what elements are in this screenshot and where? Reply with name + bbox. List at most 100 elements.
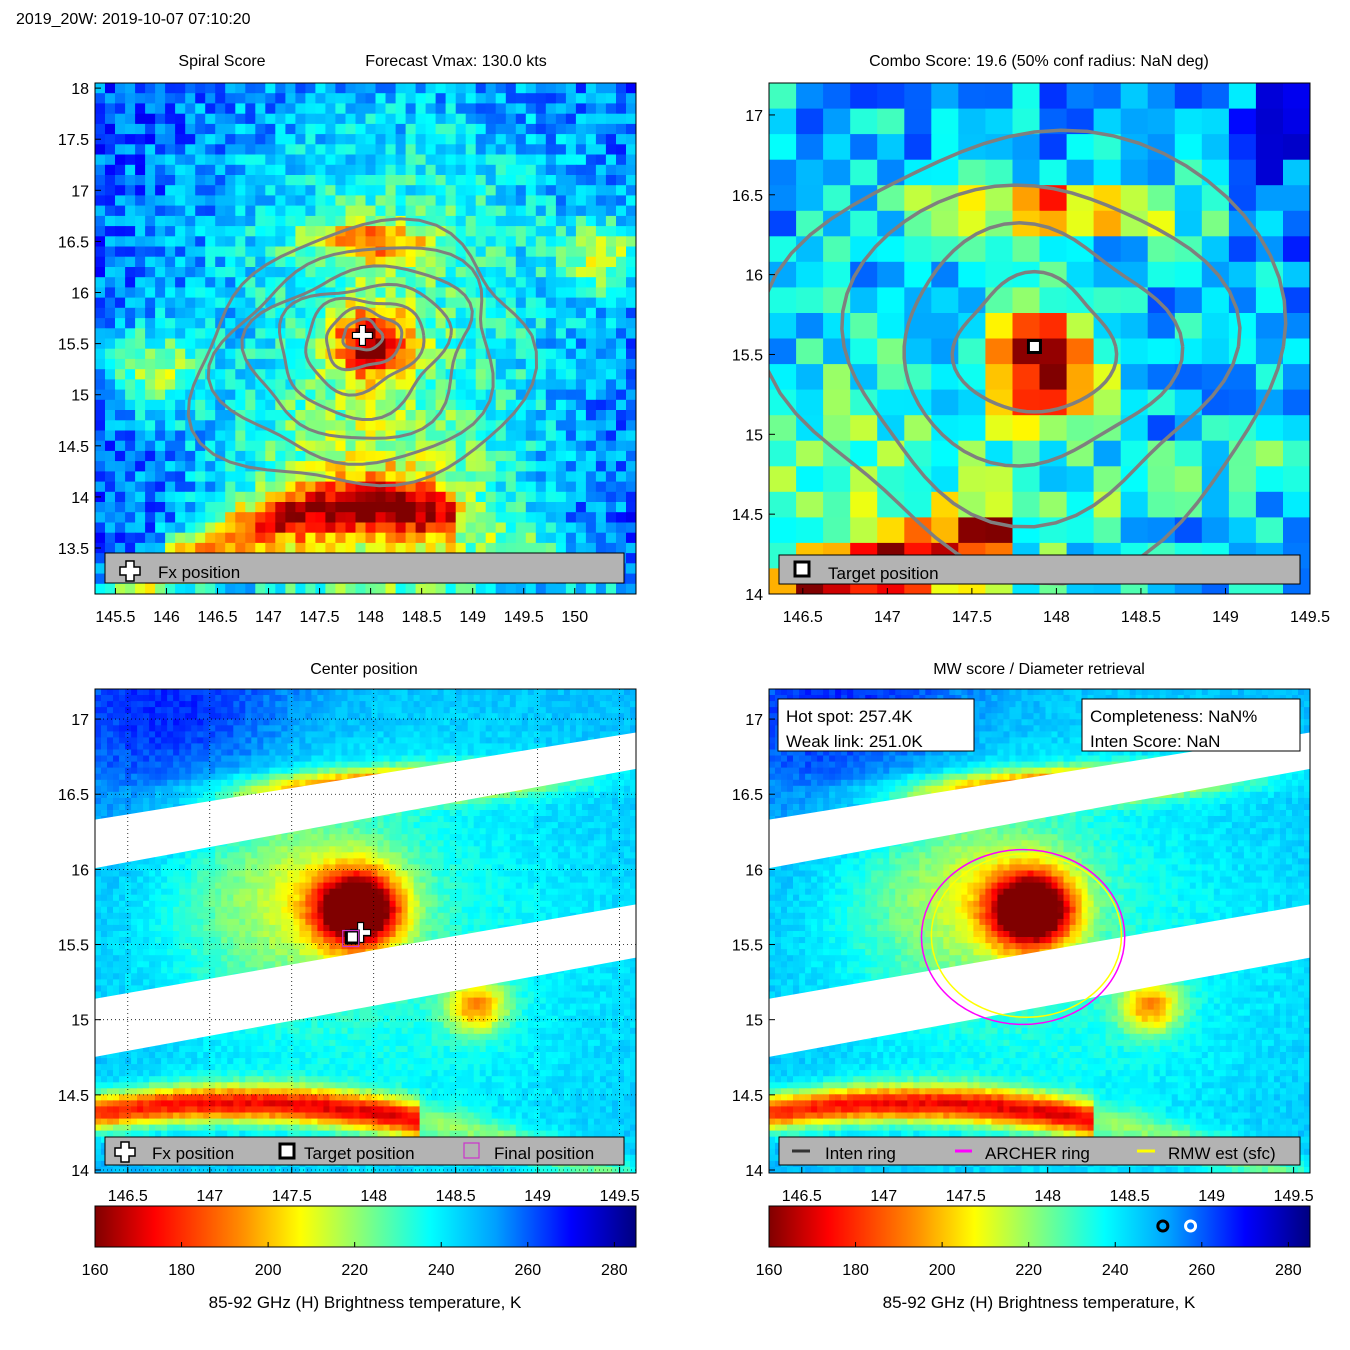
heatmap-cell: [626, 297, 636, 309]
tb-cell: [155, 737, 162, 744]
tb-cell: [467, 731, 475, 738]
heatmap-cell: [555, 348, 567, 360]
heatmap-cell: [355, 144, 367, 156]
heatmap-cell: [215, 134, 226, 145]
heatmap-cell: [796, 364, 824, 391]
heatmap-cell: [405, 522, 417, 534]
tb-cell: [503, 695, 511, 702]
heatmap-cell: [375, 277, 387, 288]
tb-cell: [353, 731, 360, 738]
heatmap-cell: [235, 205, 246, 217]
tb-cell: [317, 725, 324, 732]
heatmap-cell: [485, 410, 497, 421]
heatmap-cell: [545, 532, 557, 544]
heatmap-cell: [545, 277, 557, 288]
heatmap-cell: [595, 512, 607, 523]
heatmap-cell: [125, 318, 136, 329]
contour-line: [324, 305, 404, 372]
heatmap-cell: [265, 522, 276, 534]
tb-cell: [461, 743, 469, 750]
tb-cell: [329, 695, 336, 702]
heatmap-cell: [535, 369, 547, 380]
heatmap-cell: [585, 379, 597, 391]
heatmap-cell: [616, 215, 627, 227]
heatmap-cell: [495, 389, 507, 401]
tb-cell: [197, 797, 204, 805]
heatmap-cell: [215, 389, 226, 401]
heatmap-cell: [565, 491, 577, 503]
heatmap-cell: [985, 491, 1014, 518]
heatmap-cell: [555, 512, 567, 523]
heatmap-cell: [405, 277, 417, 288]
heatmap-cell: [105, 205, 116, 217]
heatmap-cell: [575, 83, 587, 94]
spiral-markers: [351, 324, 374, 347]
tb-cell: [101, 767, 108, 775]
heatmap-cell: [1093, 185, 1122, 212]
heatmap-cell: [385, 379, 397, 391]
heatmap-cell: [225, 154, 236, 166]
heatmap-cell: [145, 287, 156, 299]
tb-cell: [455, 725, 463, 732]
tb-cell: [575, 719, 583, 726]
heatmap-cell: [185, 134, 196, 145]
combo-markers: [1026, 338, 1042, 354]
tb-cell: [113, 713, 120, 720]
heatmap-cell: [245, 369, 256, 380]
heatmap-cell: [515, 113, 527, 125]
heatmap-cell: [605, 93, 617, 104]
tb-cell: [161, 743, 168, 750]
tb-cell: [113, 749, 120, 756]
tb-cell: [281, 731, 288, 738]
tb-cell: [305, 737, 312, 744]
tb-cell: [329, 743, 336, 750]
heatmap-cell: [115, 297, 126, 309]
heatmap-cell: [475, 164, 487, 176]
heatmap-cell: [585, 134, 597, 145]
heatmap-cell: [255, 583, 266, 594]
tb-cell: [618, 701, 625, 708]
heatmap-cell: [375, 175, 387, 186]
heatmap-cell: [365, 522, 377, 534]
tb-cell: [161, 761, 168, 769]
tb-cell: [365, 719, 372, 726]
y-tick-label: 15: [745, 427, 763, 444]
tb-cell: [311, 707, 318, 714]
tb-cell: [167, 743, 174, 750]
heatmap-cell: [405, 185, 417, 196]
tb-cell: [125, 707, 132, 714]
heatmap-cell: [545, 440, 557, 452]
tb-cell: [311, 719, 318, 726]
tb-cell: [479, 725, 487, 732]
tb-cell: [587, 689, 595, 696]
heatmap-cell: [165, 164, 176, 176]
heatmap-cell: [465, 491, 477, 503]
heatmap-cell: [125, 103, 136, 115]
heatmap-cell: [465, 461, 477, 472]
heatmap-cell: [135, 267, 146, 278]
heatmap-cell: [958, 287, 986, 314]
tb-cell: [131, 743, 138, 750]
tb-cell: [407, 707, 415, 714]
heatmap-cell: [1066, 261, 1095, 288]
tb-cell: [587, 779, 595, 787]
heatmap-cell: [305, 246, 316, 258]
tb-cell: [365, 761, 372, 769]
heatmap-cell: [495, 410, 507, 421]
heatmap-cell: [850, 210, 878, 237]
tb-cell: [341, 773, 348, 781]
tb-cell: [467, 701, 475, 708]
heatmap-cell: [145, 369, 156, 380]
tb-cell: [239, 767, 246, 775]
heatmap-cell: [355, 583, 367, 594]
heatmap-cell: [365, 389, 377, 401]
heatmap-cell: [295, 154, 306, 166]
tb-cell: [185, 713, 192, 720]
heatmap-cell: [315, 83, 326, 94]
tb-cell: [612, 707, 619, 714]
heatmap-cell: [115, 389, 126, 401]
tb-cell: [191, 773, 198, 781]
heatmap-cell: [585, 369, 597, 380]
heatmap-cell: [769, 108, 797, 135]
heatmap-cell: [904, 236, 932, 263]
